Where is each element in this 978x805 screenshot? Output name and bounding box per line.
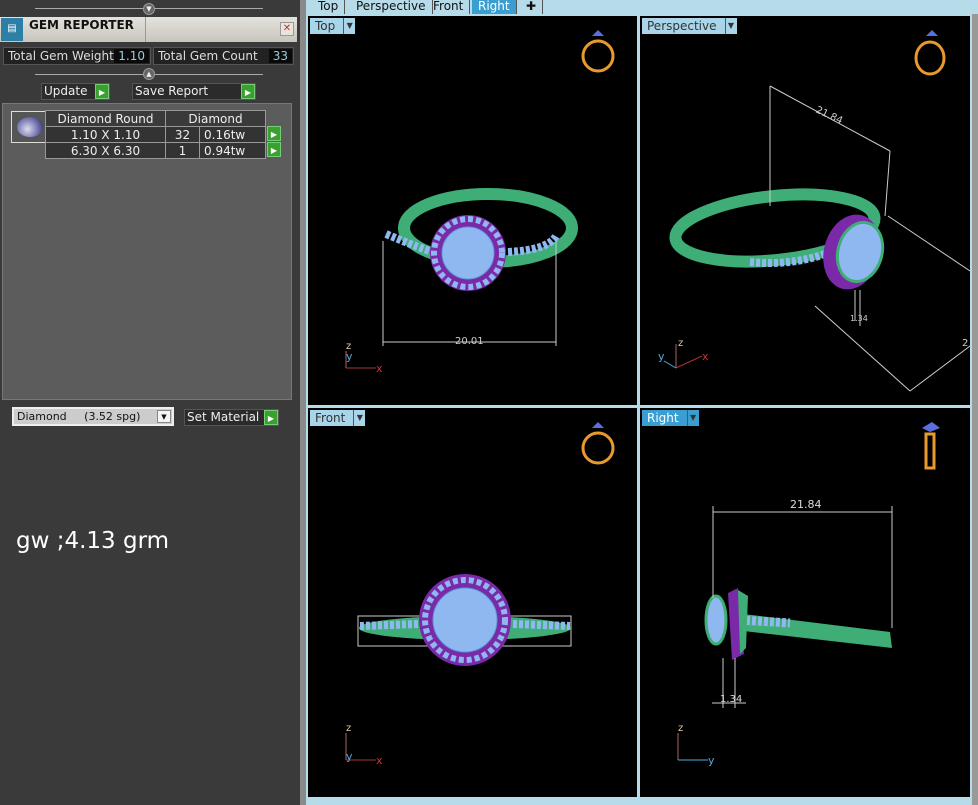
svg-text:x: x — [702, 350, 709, 363]
viewport-perspective[interactable]: 21.84 2 1.34 z y x Perspective ▼ — [640, 16, 970, 405]
tab-top[interactable]: Top — [312, 0, 346, 14]
total-gem-count: Total Gem Count 33 — [153, 47, 294, 65]
material-select[interactable]: Diamond (3.52 spg) ▼ — [12, 407, 174, 426]
tab-right[interactable]: Right — [472, 0, 517, 14]
viewport-label: Perspective — [647, 19, 717, 33]
total-gem-weight: Total Gem Weight 1.10 — [3, 47, 151, 65]
perspective-dimension-2: 1.34 — [850, 314, 868, 323]
gem-count: 32 — [165, 126, 200, 143]
viewport-front[interactable]: z y x Front ▼ — [308, 408, 637, 797]
material-value: Diamond (3.52 spg) — [17, 410, 141, 423]
header-material: Diamond — [165, 110, 266, 127]
gem-weight: 0.94tw ▶ — [199, 142, 281, 159]
viewport-label: Top — [315, 19, 336, 33]
close-icon[interactable]: ✕ — [280, 22, 294, 36]
collapse-up-icon[interactable]: ▲ — [143, 68, 155, 80]
gem-count: 1 — [165, 142, 200, 159]
viewport-perspective-menu[interactable]: Perspective ▼ — [642, 18, 737, 34]
perspective-dimension-3: 2 — [962, 338, 968, 349]
top-dimension: 20.01 — [455, 336, 484, 347]
svg-text:z: z — [346, 341, 351, 352]
panel-header: ▤ GEM REPORTER ✕ — [0, 17, 297, 42]
row-select-button[interactable]: ▶ — [267, 142, 281, 157]
gem-table-area: Diamond Round Diamond 1.10 X 1.10 32 0.1… — [2, 103, 292, 400]
gem-reporter-panel: ▼ ▤ GEM REPORTER ✕ Total Gem Weight 1.10… — [0, 0, 300, 805]
ring-orientation-icon — [581, 30, 615, 73]
svg-text:z: z — [678, 338, 683, 349]
svg-text:x: x — [376, 754, 383, 767]
total-gem-count-label: Total Gem Count — [158, 49, 258, 63]
update-label: Update — [44, 84, 88, 98]
header-shape: Diamond Round — [45, 110, 166, 127]
viewport-front-menu[interactable]: Front ▼ — [310, 410, 366, 426]
svg-text:z: z — [678, 723, 683, 734]
collapse-down-icon[interactable]: ▼ — [143, 3, 155, 15]
total-gem-weight-value: 1.10 — [114, 49, 149, 63]
row-select-button[interactable]: ▶ — [267, 126, 281, 141]
svg-text:y: y — [658, 350, 665, 363]
chevron-down-icon[interactable]: ▼ — [686, 410, 699, 426]
svg-text:x: x — [376, 362, 383, 375]
viewport-top-menu[interactable]: Top ▼ — [310, 18, 356, 34]
viewport-label: Front — [315, 411, 346, 425]
set-material-label: Set Material — [187, 410, 260, 424]
perspective-dimension-1: 21.84 — [814, 105, 845, 127]
viewport-label: Right — [647, 411, 679, 425]
round-diamond-thumbnail — [11, 111, 47, 143]
add-tab-button[interactable]: ✚ — [520, 0, 544, 14]
update-button[interactable]: Update ▶ — [41, 83, 110, 100]
play-icon: ▶ — [95, 84, 109, 99]
right-dimension-2: 1.34 — [720, 694, 742, 705]
ring-orientation-icon — [914, 30, 946, 76]
right-dimension-1: 21.84 — [790, 498, 822, 511]
table-row: 6.30 X 6.30 1 0.94tw ▶ — [45, 142, 281, 159]
gem-size: 6.30 X 6.30 — [45, 142, 166, 159]
gem-reporter-logo-icon: ▤ — [1, 18, 23, 41]
chevron-down-icon[interactable]: ▼ — [157, 410, 171, 423]
chevron-down-icon[interactable]: ▼ — [724, 18, 737, 34]
gem-weight-value: 0.16tw — [204, 127, 246, 142]
panel-splitter[interactable] — [300, 0, 306, 805]
panel-title: GEM REPORTER — [29, 18, 134, 32]
tab-front[interactable]: Front — [427, 0, 471, 14]
gem-size: 1.10 X 1.10 — [45, 126, 166, 143]
svg-text:y: y — [346, 350, 353, 363]
play-icon: ▶ — [264, 410, 278, 425]
viewport-right-menu[interactable]: Right ▼ — [642, 410, 699, 426]
save-report-button[interactable]: Save Report ▶ — [132, 83, 256, 100]
gold-weight-note: gw ;4.13 grm — [16, 528, 170, 554]
viewport-right[interactable]: 21.84 1.34 z y Right ▼ — [640, 408, 970, 797]
view-tabs: Top Perspective Front Right ✚ — [306, 0, 978, 14]
ring-orientation-icon — [581, 422, 615, 465]
chevron-down-icon[interactable]: ▼ — [353, 410, 365, 426]
scrollbar[interactable] — [972, 14, 978, 805]
gem-table: Diamond Round Diamond 1.10 X 1.10 32 0.1… — [45, 110, 281, 159]
tab-perspective[interactable]: Perspective — [350, 0, 433, 14]
total-gem-weight-label: Total Gem Weight — [8, 49, 114, 63]
play-icon: ▶ — [241, 84, 255, 99]
total-gem-count-value: 33 — [268, 49, 292, 63]
svg-text:y: y — [346, 750, 353, 763]
svg-text:y: y — [708, 754, 715, 767]
gem-weight-value: 0.94tw — [204, 143, 246, 158]
set-material-button[interactable]: Set Material ▶ — [184, 409, 279, 426]
chevron-down-icon[interactable]: ▼ — [343, 18, 355, 34]
ring-orientation-icon — [922, 422, 940, 470]
svg-text:z: z — [346, 723, 351, 734]
save-report-label: Save Report — [135, 84, 209, 98]
gem-weight: 0.16tw ▶ — [199, 126, 281, 143]
divider — [145, 17, 146, 42]
table-row: 1.10 X 1.10 32 0.16tw ▶ — [45, 126, 281, 143]
